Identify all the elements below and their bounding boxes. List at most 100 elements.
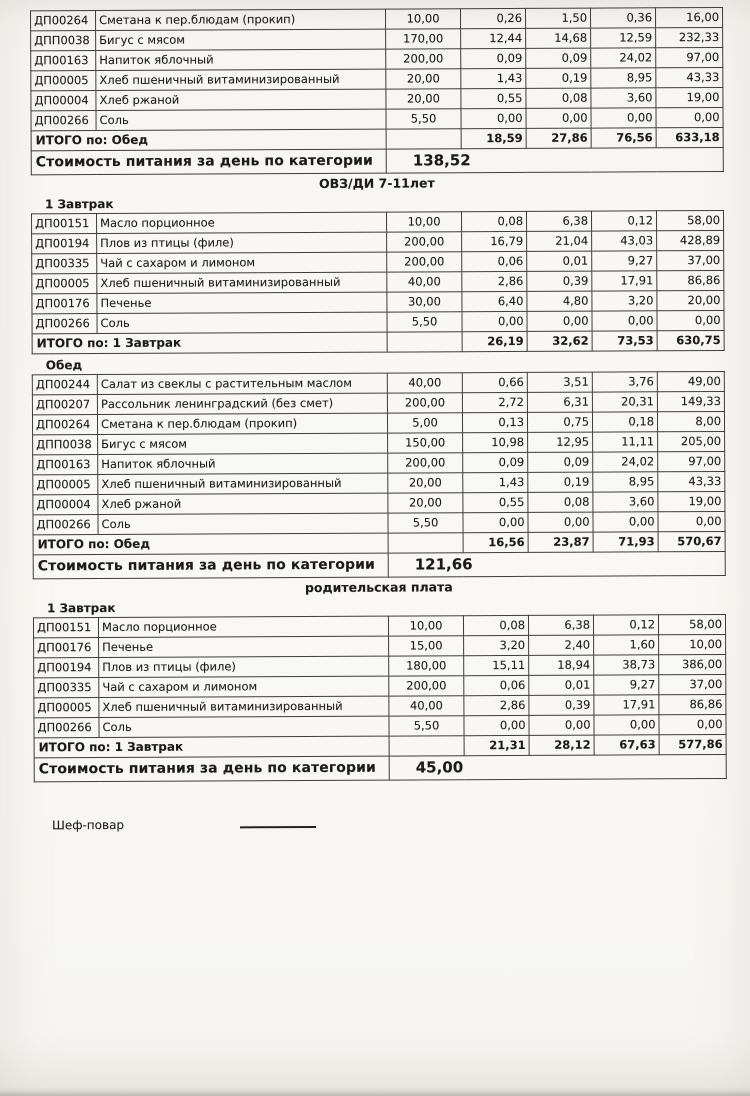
total-label: ИТОГО по: 1 Завтрак <box>32 332 388 354</box>
value-col-3: 9,27 <box>593 674 659 696</box>
value-col-2: 0,08 <box>525 88 591 109</box>
value-col-1: 0,26 <box>460 8 526 29</box>
dish-name: Чай с сахаром и лимоном <box>98 676 389 698</box>
total-qty-empty <box>386 128 462 150</box>
total-value: 570,67 <box>658 531 726 552</box>
qty-value: 20,00 <box>387 492 463 514</box>
dish-code: ДП00335 <box>33 677 99 698</box>
value-col-3: 0,00 <box>590 107 657 129</box>
value-col-2: 0,00 <box>527 512 594 533</box>
dish-name: Масло порционное <box>98 616 389 638</box>
total-qty-empty <box>387 331 463 353</box>
value-col-2: 0,00 <box>526 311 593 332</box>
value-col-4: 8,00 <box>657 411 725 432</box>
value-col-1: 6,40 <box>461 291 527 312</box>
day-cost-label: Стоимость питания за день по категории <box>31 149 387 175</box>
value-col-4: 386,00 <box>658 654 726 675</box>
dish-name: Печенье <box>96 292 387 314</box>
value-col-2: 0,00 <box>528 715 595 736</box>
dish-code: ДП00266 <box>30 110 97 131</box>
value-col-2: 0,00 <box>525 108 592 129</box>
dish-code: ДП00151 <box>31 213 97 234</box>
total-label: ИТОГО по: Обед <box>33 533 389 555</box>
dish-code: ДП00004 <box>30 90 96 111</box>
value-col-2: 0,01 <box>528 675 594 696</box>
value-col-4: 16,00 <box>655 7 723 28</box>
document-sheet: ДП00264 Сметана к пер.блюдам (прокип) 10,0… <box>30 7 727 832</box>
qty-value: 200,00 <box>388 675 464 697</box>
value-col-4: 19,00 <box>655 87 723 108</box>
value-col-3: 3,60 <box>592 491 658 513</box>
qty-value: 5,50 <box>388 715 465 737</box>
total-value: 21,31 <box>464 735 530 756</box>
value-col-1: 0,08 <box>463 615 529 636</box>
value-col-3: 0,36 <box>590 7 656 29</box>
value-col-1: 15,11 <box>463 655 529 676</box>
total-qty-empty <box>388 532 464 554</box>
value-col-4: 43,33 <box>655 67 723 88</box>
qty-value: 20,00 <box>385 68 461 90</box>
value-col-2: 0,19 <box>525 68 591 89</box>
value-col-1: 2,86 <box>461 271 527 292</box>
value-col-4: 19,00 <box>657 491 725 512</box>
dish-code: ДП00194 <box>31 233 97 254</box>
total-value: 76,56 <box>591 127 657 149</box>
menu-tables-container: ДП00264 Сметана к пер.блюдам (прокип) 10,0… <box>30 7 727 782</box>
value-col-2: 2,40 <box>528 635 594 656</box>
value-col-2: 21,04 <box>526 231 592 252</box>
total-label: ИТОГО по: 1 Завтрак <box>34 736 390 758</box>
qty-value: 200,00 <box>386 231 462 253</box>
dish-name: Соль <box>96 312 388 334</box>
value-col-2: 0,01 <box>526 251 592 272</box>
dish-code: ДП00194 <box>33 657 99 678</box>
dish-name: Хлеб пшеничный витаминизированный <box>97 473 388 495</box>
dish-name: Бигус с мясом <box>95 29 386 51</box>
value-col-1: 0,13 <box>462 412 528 433</box>
meal-section-label: 1 Завтрак <box>46 600 116 616</box>
meal-section-label: Обед <box>45 358 83 373</box>
value-col-3: 0,00 <box>593 714 660 736</box>
value-col-2: 1,50 <box>525 8 591 29</box>
day-cost-row: Стоимость питания за день по категории 12… <box>33 551 726 579</box>
total-value: 67,63 <box>594 734 660 756</box>
value-col-2: 12,95 <box>527 432 593 453</box>
total-value: 630,75 <box>657 330 725 351</box>
value-col-4: 97,00 <box>657 451 725 472</box>
total-value: 71,93 <box>593 531 659 553</box>
value-col-2: 6,38 <box>528 615 594 636</box>
value-col-4: 0,00 <box>656 310 725 331</box>
dish-code: ДП00176 <box>33 637 99 658</box>
value-col-1: 0,00 <box>463 715 530 736</box>
value-col-4: 86,86 <box>658 694 726 715</box>
value-col-1: 0,09 <box>460 48 526 69</box>
total-qty-empty <box>389 735 465 757</box>
total-value: 26,19 <box>462 331 528 352</box>
value-col-2: 18,94 <box>528 655 594 676</box>
total-value: 73,53 <box>592 330 658 352</box>
value-col-3: 0,18 <box>592 411 658 433</box>
day-cost-label: Стоимость питания за день по категории <box>33 553 389 579</box>
value-col-1: 0,55 <box>462 492 528 513</box>
qty-value: 150,00 <box>387 432 463 454</box>
dish-name: Хлеб пшеничный витаминизированный <box>96 272 387 294</box>
value-col-2: 0,39 <box>526 271 592 292</box>
value-col-3: 3,76 <box>592 371 658 393</box>
dish-code: ДП00266 <box>31 313 98 334</box>
dish-name: Плов из птицы (филе) <box>98 656 389 678</box>
dish-code: ДП00264 <box>32 414 98 435</box>
dish-name: Напиток яблочный <box>95 49 386 71</box>
value-col-3: 8,95 <box>592 471 658 493</box>
value-col-1: 0,09 <box>462 452 528 473</box>
value-col-3: 38,73 <box>593 654 659 676</box>
total-label: ИТОГО по: Обед <box>31 129 387 151</box>
qty-value: 5,50 <box>387 512 464 534</box>
value-col-1: 12,44 <box>460 28 526 49</box>
day-cost-label: Стоимость питания за день по категории <box>34 756 390 782</box>
value-col-4: 49,00 <box>657 371 725 392</box>
value-col-2: 3,51 <box>527 372 593 393</box>
value-col-3: 9,27 <box>591 250 657 272</box>
dish-code: ДП00266 <box>33 717 100 738</box>
total-value: 16,56 <box>463 532 529 553</box>
value-col-1: 0,00 <box>462 512 529 533</box>
value-col-4: 0,00 <box>655 107 724 128</box>
